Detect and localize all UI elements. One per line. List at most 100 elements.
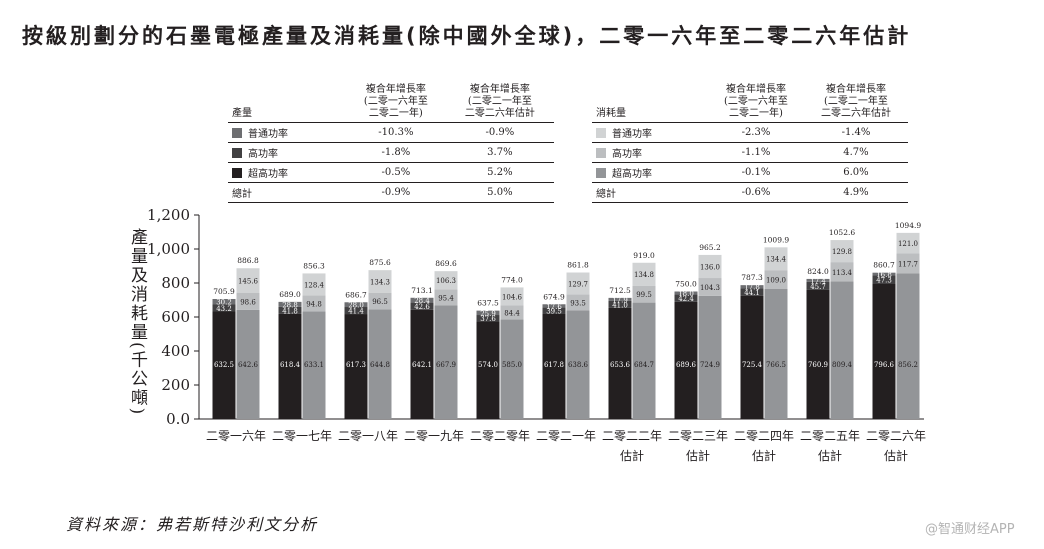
consumption-rp-label: 104.6 [502,293,523,301]
x-tick-label: 二零二零年 [470,429,530,443]
hp-swatch [232,148,242,158]
x-tick-label: 二零二六年 [866,429,926,443]
consumption-rp-label: 134.4 [766,256,787,264]
production-uhp-label: 796.6 [874,361,895,369]
chart-title: 按級別劃分的石墨電極產量及消耗量(除中國外全球)，二零一六年至二零二六年估計 [22,24,912,48]
consumption-hp-label: 98.6 [240,298,256,306]
watermark: @智通财经APP [925,522,1015,537]
hp-swatch [596,148,606,158]
consumption-hp-bar [830,262,854,282]
production-rp-bar [740,285,764,289]
production-uhp-label: 689.6 [676,361,697,369]
consumption-row-hp: 高功率 -1.1% 4.7% [592,142,908,163]
production-uhp-bar [410,309,434,419]
production-uhp-bar [674,301,698,419]
consumption-uhp-label: 684.7 [634,361,654,369]
consumption-cagr-header-2: 複合年增長率 (二零二一年至 二零二六年估計 [820,84,891,119]
consumption-row-uhp: 超高功率 -0.1% 6.0% [592,162,908,183]
consumption-uhp-label: 642.6 [238,361,259,369]
consumption-hp-bar [236,292,260,310]
production-cagr-header-1: 複合年增長率 (二零一六年至 二零二一年) [363,84,428,119]
consumption-rp-bar [632,262,656,286]
consumption-rp-bar [896,232,920,254]
production-rp-label: 17.9 [612,296,628,304]
production-uhp-bar [278,313,302,419]
consumption-hp-label: 94.8 [306,300,322,308]
consumption-hp-bar [764,270,788,289]
y-tick-label: 600 [161,308,190,326]
production-total-label: 712.5 [609,286,631,295]
production-hp-label: 44.1 [744,289,760,297]
production-rp-bar [806,278,830,282]
production-uhp-label: 642.1 [412,361,432,369]
production-hp-bar [476,315,500,322]
production-hp-label: 37.6 [480,315,496,323]
production-rp-label: 25.9 [480,310,496,318]
consumption-total-label: 919.0 [633,251,655,260]
production-row-rp: 普通功率 -10.3% -0.9% [228,122,554,143]
consumption-total-label: 965.2 [699,243,721,252]
production-uhp-bar [212,311,236,419]
consumption-total-label: 774.0 [501,275,523,284]
consumption-rp-label: 121.0 [898,240,918,248]
consumption-rp-label: 134.3 [370,279,390,287]
consumption-uhp-bar [236,309,260,419]
consumption-row-rp: 普通功率 -2.3% -1.4% [592,122,908,143]
production-uhp-bar [344,314,368,419]
y-tick-label: 1,200 [147,206,190,224]
consumption-uhp-bar [698,295,722,419]
consumption-uhp-label: 667.9 [436,361,456,369]
consumption-rp-label: 145.6 [238,278,259,286]
consumption-rp-label: 134.8 [634,271,654,279]
production-total-label: 689.0 [279,290,301,299]
production-hp-bar [278,306,302,314]
production-hp-bar [542,307,566,314]
x-tick-label: 二零二二年 [602,429,662,443]
production-hp-bar [740,288,764,296]
consumption-rp-label: 129.8 [832,248,852,256]
source-note: 資料來源：弗若斯特沙利文分析 [66,515,319,534]
consumption-total-label: 886.8 [237,256,259,265]
consumption-uhp-label: 809.4 [832,361,853,369]
production-total-label: 713.1 [411,286,432,295]
x-tick-label: 估計 [752,448,776,463]
production-hp-label: 42.6 [414,303,430,311]
x-tick-label: 二零一九年 [404,429,464,443]
consumption-total-label: 1052.6 [829,228,855,237]
production-rp-bar [212,298,236,305]
consumption-total-label: 856.3 [303,261,325,270]
y-tick-label: 0.0 [166,410,190,428]
consumption-hp-label: 109.0 [766,276,786,284]
consumption-hp-bar [698,278,722,296]
production-hp-bar [344,307,368,315]
consumption-rp-bar [236,268,260,293]
consumption-total-label: 1009.9 [763,235,789,244]
production-rp-bar [476,310,500,316]
consumption-hp-label: 95.4 [438,294,454,302]
production-hp-bar [212,304,236,312]
production-total-label: 686.7 [345,290,367,299]
production-uhp-label: 725.4 [742,361,763,369]
production-uhp-bar [476,321,500,419]
production-rp-bar [344,302,368,308]
y-tick-label: 200 [161,376,190,394]
production-uhp-label: 653.6 [610,361,631,369]
production-uhp-bar [608,307,632,419]
production-uhp-label: 618.4 [280,361,301,369]
production-rp-label: 28.0 [348,302,364,310]
consumption-hp-label: 117.7 [898,260,918,268]
consumption-rp-bar [302,273,326,296]
x-tick-label: 估計 [884,448,908,463]
consumption-uhp-bar [368,309,392,419]
production-rp-label: 28.8 [282,301,298,309]
consumption-rp-label: 106.3 [436,277,456,285]
consumption-hp-label: 104.3 [700,284,720,292]
production-total-label: 824.0 [807,267,829,276]
consumption-hp-label: 113.4 [832,269,853,277]
consumption-uhp-label: 724.9 [700,361,720,369]
x-tick-label: 二零二四年 [734,429,794,443]
production-hp-bar [674,294,698,302]
consumption-hp-bar [500,305,524,320]
consumption-total-label: 875.6 [369,258,391,267]
consumption-rp-label: 136.0 [700,263,720,271]
